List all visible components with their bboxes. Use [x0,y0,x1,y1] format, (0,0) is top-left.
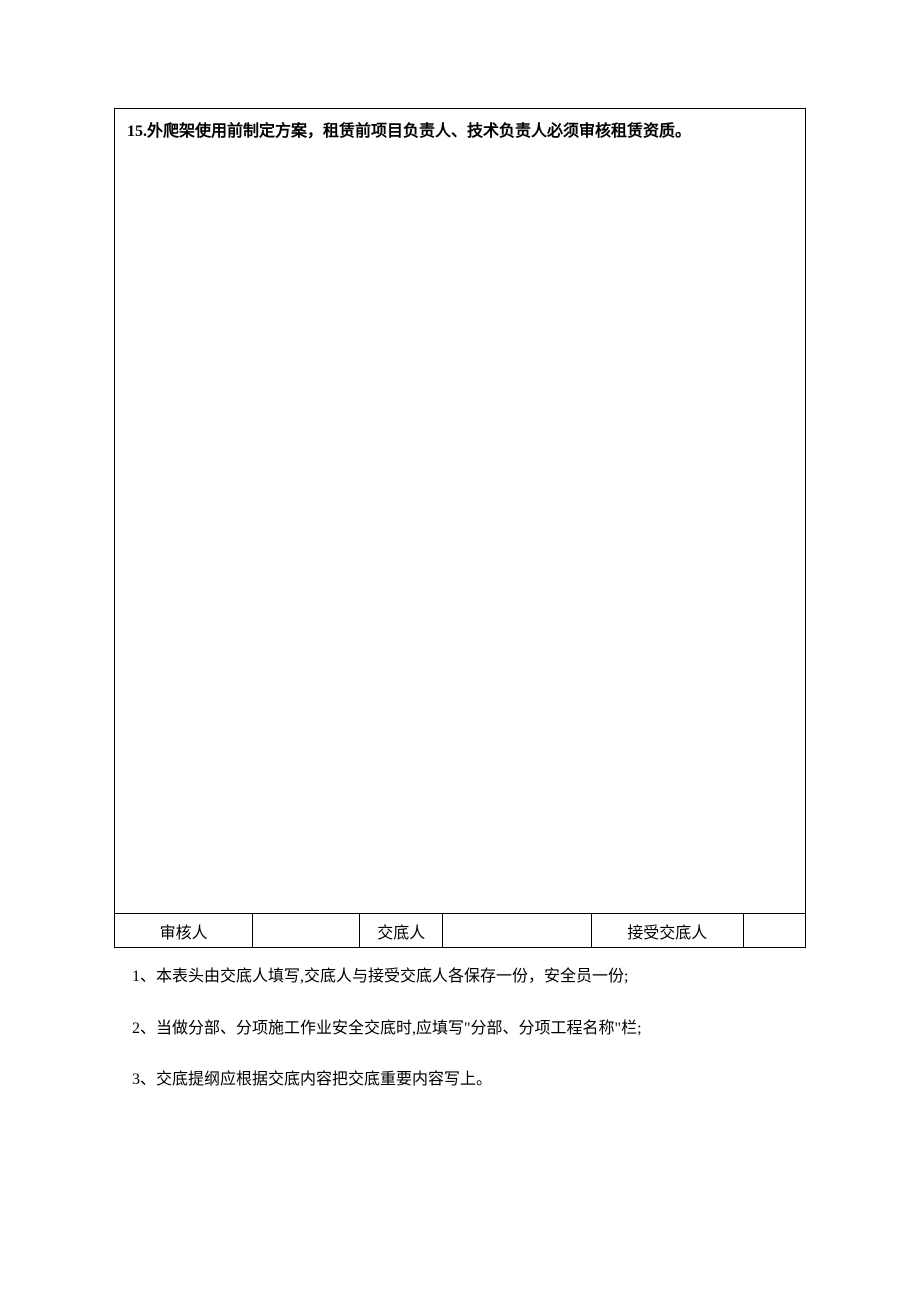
content-cell: 15.外爬架使用前制定方案，租赁前项目负责人、技术负责人必须审核租赁资质。 [115,109,806,914]
note-text-2: 2、当做分部、分项施工作业安全交底时,应填写"分部、分项工程名称"栏; [132,1020,642,1037]
notes-section: 1、本表头由交底人填写,交底人与接受交底人各保存一份，安全员一份; 2、当做分部… [114,948,806,1093]
page-container: 15.外爬架使用前制定方案，租赁前项目负责人、技术负责人必须审核租赁资质。 审核… [0,0,920,1093]
main-form-table: 15.外爬架使用前制定方案，租赁前项目负责人、技术负责人必须审核租赁资质。 审核… [114,108,806,948]
presenter-label: 交底人 [377,925,425,942]
recipient-label: 接受交底人 [627,925,707,942]
presenter-label-cell: 交底人 [360,914,443,948]
reviewer-label: 审核人 [160,925,208,942]
note-item-3: 3、交底提纲应根据交底内容把交底重要内容写上。 [132,1067,788,1093]
signature-row: 审核人 交底人 接受交底人 [115,914,806,948]
recipient-label-cell: 接受交底人 [591,914,743,948]
reviewer-value-cell [253,914,360,948]
note-item-2: 2、当做分部、分项施工作业安全交底时,应填写"分部、分项工程名称"栏; [132,1016,788,1042]
presenter-value-cell [443,914,592,948]
note-text-3: 3、交底提纲应根据交底内容把交底重要内容写上。 [132,1071,492,1088]
content-row: 15.外爬架使用前制定方案，租赁前项目负责人、技术负责人必须审核租赁资质。 [115,109,806,914]
note-text-1: 1、本表头由交底人填写,交底人与接受交底人各保存一份，安全员一份; [132,968,628,985]
content-text: 15.外爬架使用前制定方案，租赁前项目负责人、技术负责人必须审核租赁资质。 [127,123,691,140]
note-item-1: 1、本表头由交底人填写,交底人与接受交底人各保存一份，安全员一份; [132,964,788,990]
reviewer-label-cell: 审核人 [115,914,253,948]
recipient-value-cell [743,914,805,948]
